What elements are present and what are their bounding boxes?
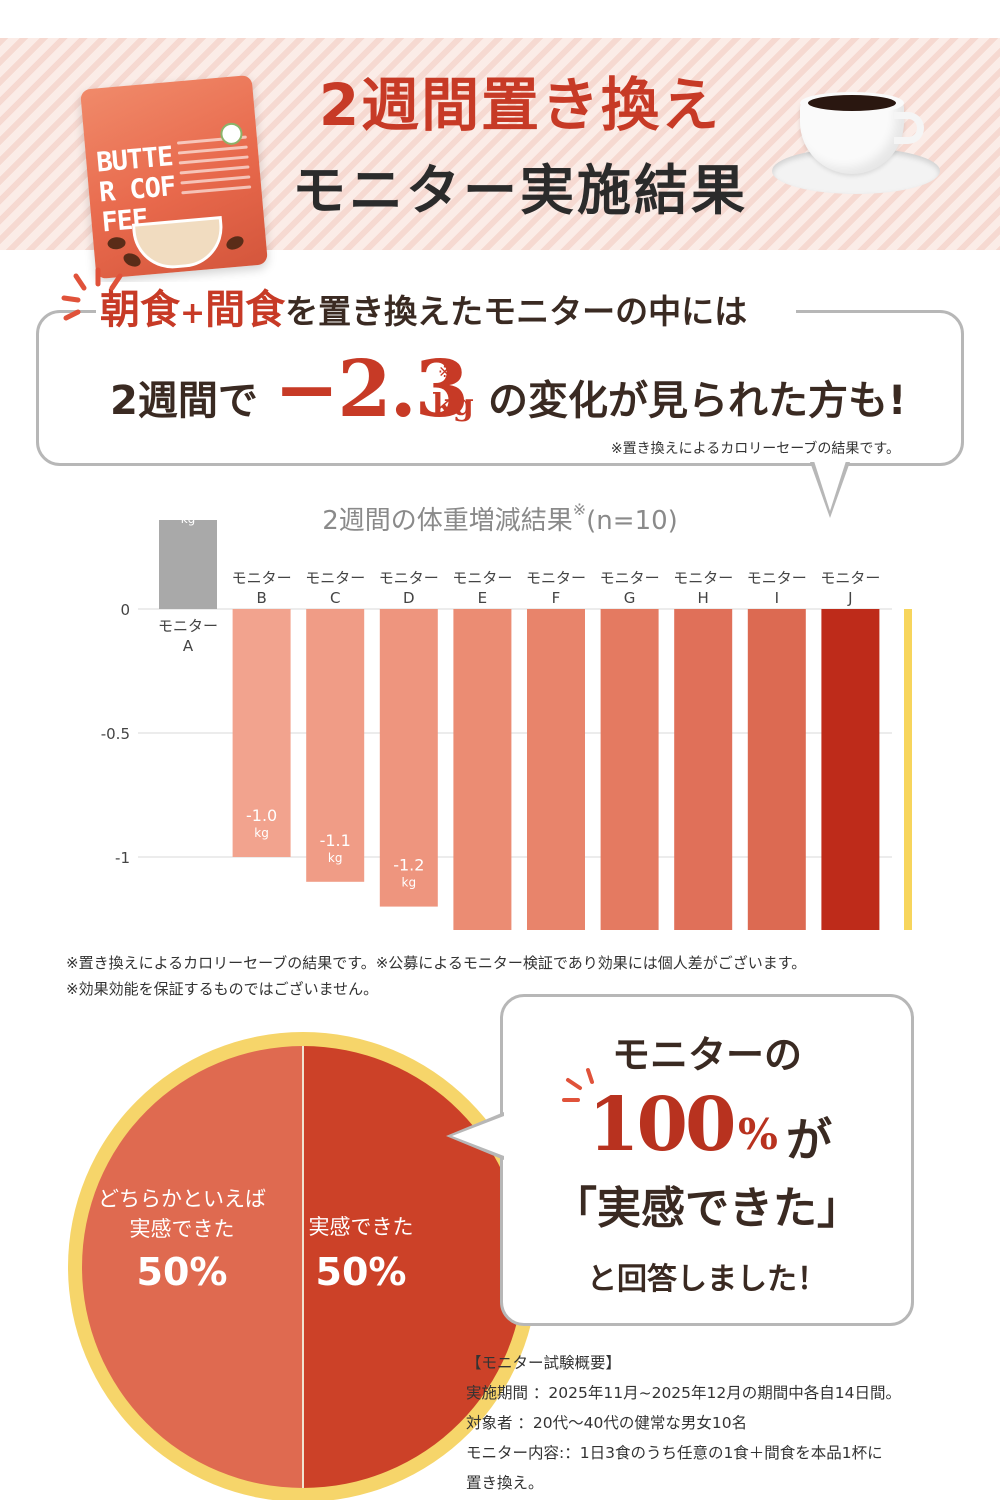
bar-monitor-h [674, 609, 733, 930]
bar-monitor-a [159, 520, 217, 609]
page-title-line2: モニター実施結果 [292, 159, 748, 222]
overview-content-line2: 置き換え。 [466, 1474, 544, 1492]
bar-monitor-g [600, 609, 659, 930]
header-banner: BUTTER COFFEE 2週間置き換え モニター実施結果 [0, 38, 1000, 280]
bar-name-label: モニター [379, 569, 439, 587]
pie-left-label: どちらかといえば 実感できた [92, 1184, 272, 1244]
bar-unit-label: kg [181, 520, 196, 526]
pie-right-label: 実感できた [308, 1215, 414, 1239]
callout-note: ※置き換えによるカロリーセーブの結果です。 [610, 441, 900, 457]
bubble-number: 100 [588, 1082, 736, 1168]
bar-name-label: モニター [158, 617, 218, 635]
bar-monitor-f [527, 609, 585, 930]
chart-title-n: (n=10) [586, 506, 678, 536]
coffee-bean-icon [224, 233, 246, 253]
headline-rest: の変化が見られた方も! [488, 378, 907, 424]
bar-monitor-e [453, 609, 512, 930]
bar-category-label: J [847, 589, 852, 607]
footnote-line2: ※効果効能を保証するものではございません。 [66, 980, 379, 998]
bar-monitor-j [821, 609, 880, 930]
callout-tail-inner [814, 461, 846, 511]
bar-name-label: モニター [673, 569, 733, 587]
bar-name-label: モニター [452, 569, 512, 587]
pie-left-label-line1: どちらかといえば [98, 1187, 266, 1211]
headline-number: −2.3 [274, 344, 469, 435]
chart-title-text: 2週間の体重増減結果 [322, 506, 573, 536]
bar-category-label: H [698, 589, 709, 607]
coffee-surface-icon [808, 95, 896, 111]
bubble-line3: 「実感できた」 [553, 1183, 861, 1234]
callout-lead: 朝食+間食を置き換えたモニターの中には [96, 282, 796, 338]
bar-category-label: F [552, 589, 561, 607]
bar-category-label: A [183, 637, 194, 655]
bar-name-label: モニター [526, 569, 586, 587]
burst-icon [61, 267, 123, 321]
bar-monitor-b [232, 609, 291, 857]
pie-right-percent: 50% [315, 1250, 407, 1294]
bubble-tail-inner [452, 1116, 504, 1156]
cup-handle-icon [894, 112, 924, 144]
bar-name-label: モニター [747, 569, 807, 587]
bar-category-label: G [624, 589, 636, 607]
bubble-percent: % [738, 1110, 778, 1159]
y-tick-label: -1 [115, 849, 130, 867]
chart-title: 2週間の体重増減結果※(n=10) [200, 500, 800, 537]
chart-title-asterisk: ※ [572, 500, 587, 519]
result-bubble [500, 994, 914, 1326]
bar-category-label: C [330, 589, 340, 607]
bar-value-label: -1.0 [246, 806, 277, 825]
callout-headline: 2週間で −2.3 ※ kg の変化が見られた方も! [60, 344, 940, 442]
bar-monitor-c [306, 609, 365, 882]
overview-period: 実施期間 ：2025年11月~2025年12月の期間中各自14日間。 [466, 1384, 901, 1402]
footnote: ※置き換えによるカロリーセーブの結果です。※公募によるモニター検証であり効果には… [66, 950, 966, 1002]
overview-heading: 【モニター試験概要】 [466, 1354, 622, 1372]
coffee-bean-icon [107, 236, 127, 251]
weight-change-bar-chart: 0.50-0.5-1-1.5-2+0.5kgモニターA-1.0kgモニターB-1… [101, 520, 912, 930]
y-tick-label: -0.5 [101, 725, 130, 743]
product-package: BUTTER COFFEE [80, 74, 268, 280]
bar-category-label: I [775, 589, 779, 607]
bar-category-label: B [256, 589, 266, 607]
lead-breakfast: 朝食 [100, 287, 180, 333]
bar-value-label: -1.2 [393, 856, 424, 875]
bubble-line1: モニターの [611, 1033, 802, 1077]
overview-subjects: 対象者 ：20代〜40代の健常な男女10名 [466, 1414, 748, 1432]
bar-value-label: -1.1 [320, 831, 351, 850]
headline-asterisk: ※ [438, 362, 452, 381]
lead-rest: を置き換えたモニターの中には [285, 292, 748, 331]
overview-content-line1: モニター内容:：1日3食のうち任意の1食＋間食を本品1杯に [466, 1444, 883, 1462]
bar-category-label: E [478, 589, 487, 607]
package-cup-icon [131, 216, 226, 272]
bar-unit-label: kg [254, 826, 269, 840]
footnote-line1: ※置き換えによるカロリーセーブの結果です。※公募によるモニター検証であり効果には… [66, 954, 807, 972]
bubble-line4: と回答しました！ [587, 1262, 827, 1297]
bar-monitor-d [379, 609, 438, 907]
bubble-particle: が [786, 1113, 832, 1167]
bar-name-label: モニター [820, 569, 880, 587]
bar-name-label: モニター [600, 569, 660, 587]
lead-snack: 間食 [205, 287, 286, 333]
trend-arrow-shaft [904, 609, 912, 930]
pie-divider [302, 1046, 304, 1488]
page-title-line1: 2週間置き換え [318, 71, 722, 139]
package-text-lines [176, 135, 252, 202]
headline-period: 2週間で [110, 378, 258, 424]
bar-name-label: モニター [232, 569, 292, 587]
pie-left-percent: 50% [136, 1250, 228, 1294]
bar-name-label: モニター [305, 569, 365, 587]
bar-category-label: D [403, 589, 415, 607]
y-tick-label: 0 [120, 601, 130, 619]
headline-unit: kg [432, 388, 474, 423]
bar-monitor-i [747, 609, 806, 930]
trial-overview: 【モニター試験概要】 実施期間 ：2025年11月~2025年12月の期間中各自… [466, 1348, 986, 1498]
bar-unit-label: kg [328, 851, 343, 865]
bubble-burst-icon [562, 1068, 594, 1102]
pie-left-label-line2: 実感できた [129, 1217, 235, 1241]
lead-plus: + [180, 296, 206, 331]
bar-unit-label: kg [402, 876, 417, 890]
